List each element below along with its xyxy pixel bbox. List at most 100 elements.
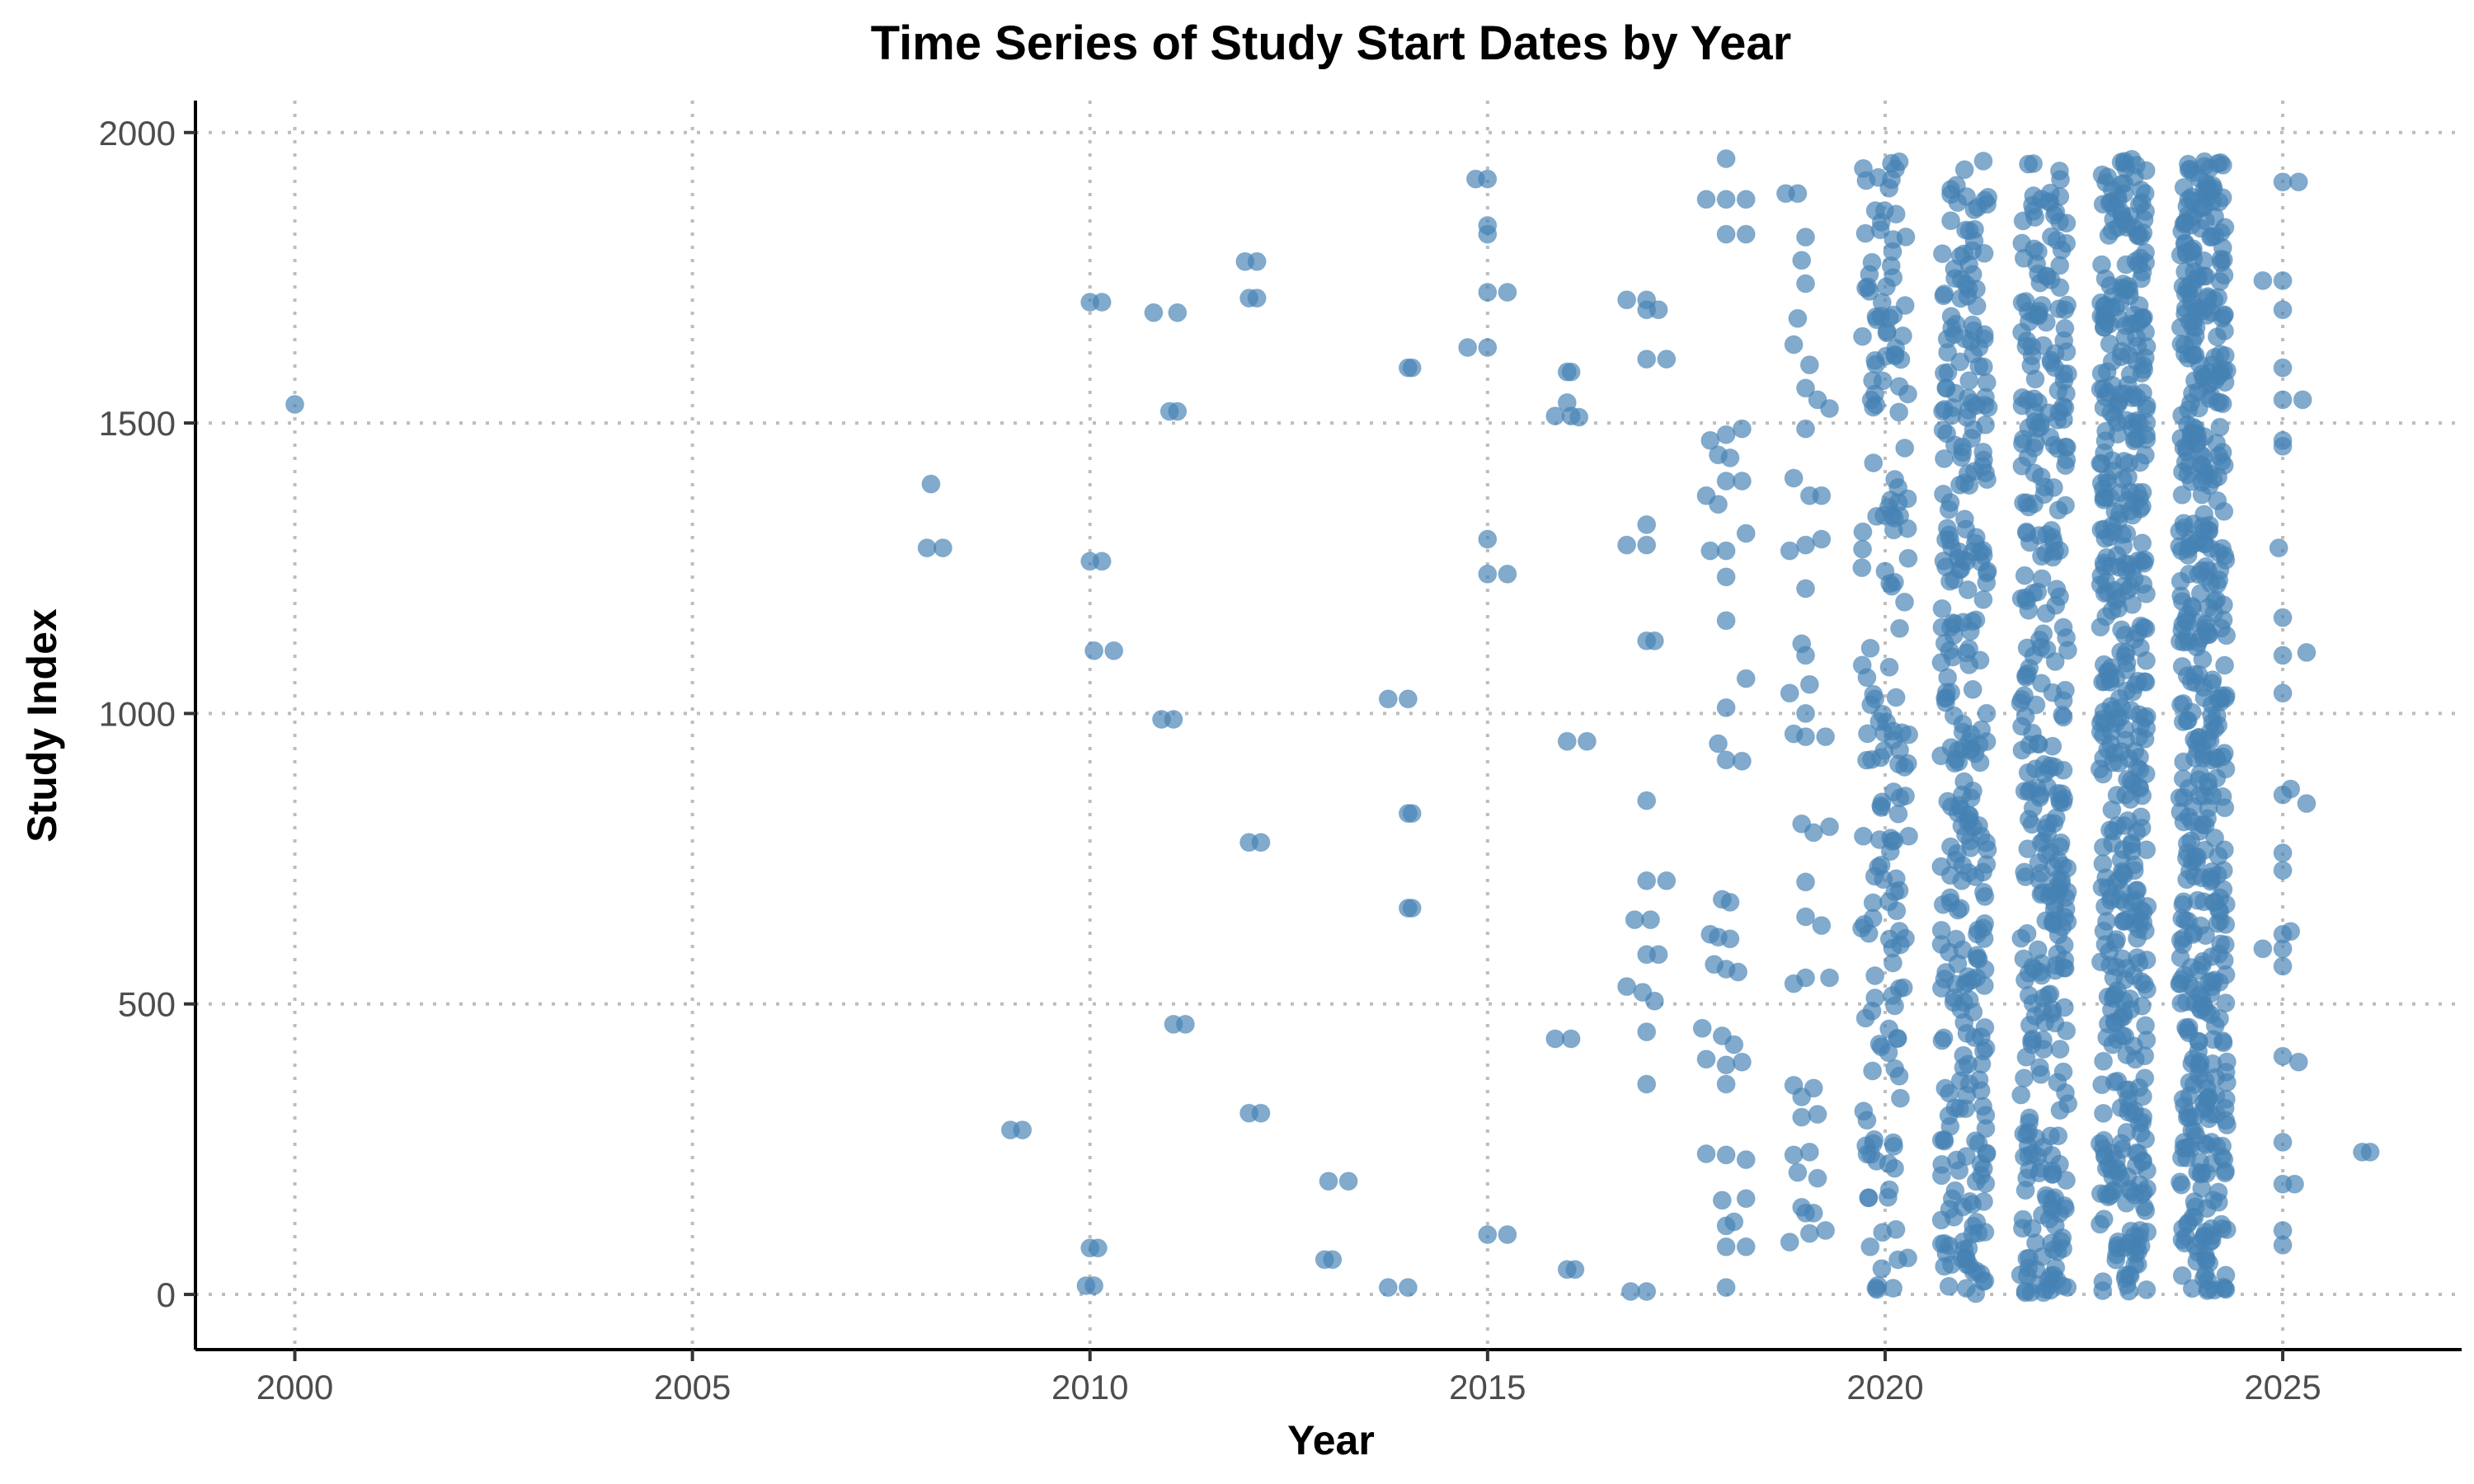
data-point	[1796, 228, 1815, 247]
data-point	[1950, 899, 1970, 918]
data-point	[2213, 155, 2232, 175]
data-point	[2053, 918, 2072, 937]
data-point	[1398, 1278, 1418, 1298]
data-point	[2025, 369, 2045, 389]
data-point	[1545, 406, 1565, 426]
data-point	[2136, 1016, 2156, 1036]
data-point	[1724, 1035, 1744, 1054]
data-point	[1637, 1282, 1657, 1301]
data-point	[2105, 198, 2124, 218]
data-point	[1323, 1250, 1343, 1270]
data-point	[2213, 1147, 2232, 1167]
data-point	[2131, 1123, 2151, 1143]
data-point	[2025, 759, 2045, 779]
data-point	[2175, 298, 2195, 318]
data-point	[1932, 1031, 1952, 1050]
data-point	[1864, 397, 1884, 417]
data-point	[1977, 373, 1997, 392]
data-point	[1788, 1162, 1808, 1182]
data-point	[1966, 396, 1986, 416]
data-point	[1796, 378, 1815, 398]
data-point	[1732, 751, 1752, 771]
data-point	[1716, 1074, 1736, 1094]
data-point	[2196, 1251, 2216, 1270]
data-point	[1938, 343, 1958, 362]
data-point	[1867, 1151, 1886, 1171]
data-point	[1972, 720, 1992, 740]
data-point	[2052, 784, 2072, 804]
data-point	[2114, 911, 2133, 931]
data-point	[1886, 338, 1906, 358]
data-point	[1956, 825, 1975, 845]
data-point	[1973, 1097, 1993, 1116]
data-point	[2118, 1167, 2138, 1186]
grid-lines	[195, 101, 2462, 1350]
data-point	[1973, 589, 1993, 609]
data-point	[1935, 633, 1954, 653]
data-point	[1649, 300, 1668, 320]
x-tick-label: 2020	[1846, 1368, 1923, 1407]
data-point	[2208, 1192, 2228, 1212]
data-point	[1498, 1225, 1517, 1244]
data-point	[2215, 1098, 2235, 1118]
data-point	[2273, 861, 2293, 881]
data-point	[2273, 843, 2293, 862]
data-point	[1940, 571, 1959, 591]
data-point	[2215, 798, 2235, 818]
data-point	[2216, 686, 2236, 706]
data-point	[2107, 546, 2127, 566]
data-point	[2053, 1062, 2073, 1082]
data-point	[2045, 895, 2065, 914]
data-point	[2173, 712, 2193, 731]
data-point	[1720, 448, 1740, 467]
data-point	[2024, 201, 2044, 221]
data-point	[2011, 928, 2031, 948]
data-point	[1378, 689, 1398, 709]
data-point	[2095, 519, 2114, 539]
data-point	[2184, 979, 2204, 998]
data-point	[2128, 312, 2148, 332]
data-point	[1799, 355, 1819, 375]
data-point	[2048, 381, 2068, 401]
data-point	[1852, 558, 1872, 578]
data-point	[1931, 653, 1951, 673]
data-point	[1871, 748, 1890, 768]
data-point	[2194, 457, 2213, 477]
data-point	[2132, 193, 2152, 213]
data-point	[2214, 501, 2234, 521]
data-point	[1736, 669, 1756, 688]
data-point	[2135, 445, 2155, 465]
x-tick-label: 2025	[2244, 1368, 2321, 1407]
data-point	[1932, 244, 1952, 264]
data-point	[2273, 939, 2293, 959]
data-point	[2172, 656, 2192, 676]
data-point	[1964, 1262, 1983, 1282]
data-point	[2056, 1199, 2075, 1219]
data-point	[2055, 680, 2075, 700]
y-tick-label: 1500	[99, 404, 176, 443]
data-point	[1724, 1212, 1744, 1232]
data-point	[1709, 495, 1728, 514]
data-point	[1808, 1105, 1827, 1125]
data-point	[1959, 655, 1979, 674]
data-point	[1865, 201, 1885, 220]
data-point	[1657, 350, 1677, 369]
data-point	[1796, 535, 1815, 555]
data-point	[1945, 269, 1965, 289]
data-point	[2174, 752, 2194, 772]
data-point	[2273, 646, 2293, 665]
data-points	[285, 149, 2380, 1303]
data-point	[1617, 290, 1637, 310]
data-point	[1168, 402, 1188, 421]
data-point	[1889, 881, 1909, 900]
data-point	[2192, 472, 2212, 492]
data-point	[2052, 874, 2072, 894]
axes	[194, 101, 2462, 1351]
data-point	[1878, 1187, 1898, 1207]
data-point	[2015, 566, 2034, 585]
data-point	[2108, 1071, 2128, 1091]
data-point	[2185, 1192, 2204, 1212]
data-point	[1804, 1078, 1823, 1098]
data-point	[2187, 425, 2207, 444]
x-tick-label: 2000	[256, 1368, 333, 1407]
